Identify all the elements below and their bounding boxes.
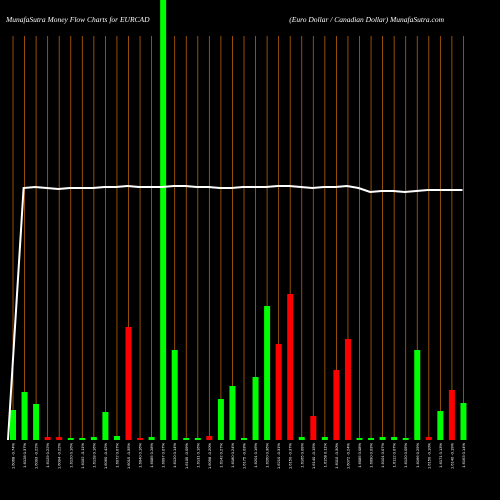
bar bbox=[460, 403, 467, 440]
x-tick-label: 1.6142 0.27% bbox=[218, 443, 223, 468]
x-tick-label: 1.6097 0.07% bbox=[161, 443, 166, 468]
bar bbox=[206, 436, 213, 440]
bar bbox=[448, 390, 455, 440]
x-tick-label: 1.6131 0.16% bbox=[195, 443, 200, 468]
x-tick-label: 1.6150 -0.10% bbox=[426, 443, 431, 469]
bar bbox=[252, 377, 259, 440]
bar bbox=[67, 438, 74, 440]
bar bbox=[368, 438, 375, 440]
x-tick-label: 1.6105 -0.09% bbox=[184, 443, 189, 469]
x-tick-label: 1.6175 -0.03% bbox=[242, 443, 247, 469]
chart-subtitle: (Euro Dollar / Canadian Dollar) MunafaSu… bbox=[289, 15, 444, 24]
bar bbox=[229, 386, 236, 440]
x-tick-label: 1.6128 0.37% bbox=[22, 443, 27, 468]
chart-title: MunafaSutra Money Flow Charts for EURCAD bbox=[5, 15, 150, 24]
bar bbox=[183, 438, 190, 440]
x-tick-label: 1.6110 -0.30% bbox=[334, 443, 339, 469]
bar bbox=[160, 0, 167, 440]
x-tick-label: 1.6072 0.07% bbox=[114, 443, 119, 468]
bar bbox=[217, 399, 224, 440]
bar bbox=[379, 437, 386, 440]
x-tick-label: 1.6085 0.28% bbox=[149, 443, 154, 468]
x-tick-label: 1.6171 0.13% bbox=[438, 443, 443, 468]
bar bbox=[356, 438, 363, 440]
bar bbox=[194, 438, 201, 440]
x-tick-label: 1.6210 -0.31% bbox=[276, 443, 281, 469]
x-tick-label: 1.6180 0.24% bbox=[230, 443, 235, 468]
x-tick-label: 1.6260 0.36% bbox=[265, 443, 270, 468]
x-tick-label: 1.6163 0.14% bbox=[461, 443, 466, 468]
bar bbox=[21, 392, 28, 440]
x-tick-label: 1.6166 0.29% bbox=[415, 443, 420, 468]
bar bbox=[44, 437, 51, 440]
x-tick-label: 1.6120 0.14% bbox=[172, 443, 177, 468]
bar bbox=[264, 306, 271, 440]
x-tick-label: 1.6140 -0.15% bbox=[311, 443, 316, 469]
x-tick-label: 1.6112 0.07% bbox=[392, 443, 397, 468]
bar bbox=[79, 438, 86, 440]
bar bbox=[344, 339, 351, 440]
bar bbox=[137, 438, 144, 440]
x-tick-label: 1.6068 -0.74% bbox=[11, 443, 16, 469]
bar bbox=[171, 350, 178, 440]
x-tick-label: 1.6093 -0.22% bbox=[34, 443, 39, 469]
money-flow-line bbox=[7, 184, 463, 441]
bar bbox=[275, 344, 282, 440]
x-tick-label: 1.6201 0.16% bbox=[253, 443, 258, 468]
x-tick-label: 1.6120 0.05% bbox=[403, 443, 408, 468]
x-tick-label: 1.6094 -0.22% bbox=[57, 443, 62, 469]
x-tick-label: 1.6040 0.16% bbox=[138, 443, 143, 468]
x-tick-label: 1.6015 -0.35% bbox=[126, 443, 131, 469]
x-tick-label: 1.6165 0.09% bbox=[299, 443, 304, 468]
bar bbox=[437, 411, 444, 440]
bar bbox=[391, 437, 398, 440]
x-tick-label: 1.6072 -0.24% bbox=[345, 443, 350, 469]
x-tick-label: 1.6098 -0.20% bbox=[207, 443, 212, 469]
bar bbox=[56, 437, 63, 440]
x-tick-label: 1.6090 0.03% bbox=[369, 443, 374, 468]
bar bbox=[241, 438, 247, 440]
bar bbox=[414, 350, 421, 440]
bar bbox=[287, 294, 294, 440]
bar bbox=[33, 404, 40, 440]
x-tick-label: 1.6060 -0.42% bbox=[103, 443, 108, 469]
x-tick-label: 1.6085 0.08% bbox=[357, 443, 362, 468]
x-tick-label: 1.6150 -0.37% bbox=[288, 443, 293, 469]
bar bbox=[298, 437, 305, 440]
bar bbox=[333, 370, 340, 440]
bar bbox=[425, 437, 432, 440]
x-tick-label: 1.6101 0.07% bbox=[380, 443, 385, 468]
bar bbox=[102, 412, 109, 440]
x-tick-label: 1.6129 0.22% bbox=[45, 443, 50, 468]
bar bbox=[310, 416, 317, 440]
bar bbox=[321, 437, 328, 440]
bar bbox=[125, 327, 132, 440]
bar bbox=[402, 438, 409, 440]
bar bbox=[113, 436, 120, 440]
bar bbox=[90, 437, 97, 440]
x-tick-label: 1.6102 -0.11% bbox=[80, 443, 85, 469]
x-tick-label: 1.6128 0.16% bbox=[91, 443, 96, 468]
bar bbox=[10, 410, 16, 440]
bar bbox=[148, 437, 155, 440]
x-tick-label: 1.6140 -0.19% bbox=[449, 443, 454, 469]
x-tick-label: 1.6158 0.11% bbox=[322, 443, 327, 468]
x-tick-label: 1.6120 0.16% bbox=[68, 443, 73, 468]
